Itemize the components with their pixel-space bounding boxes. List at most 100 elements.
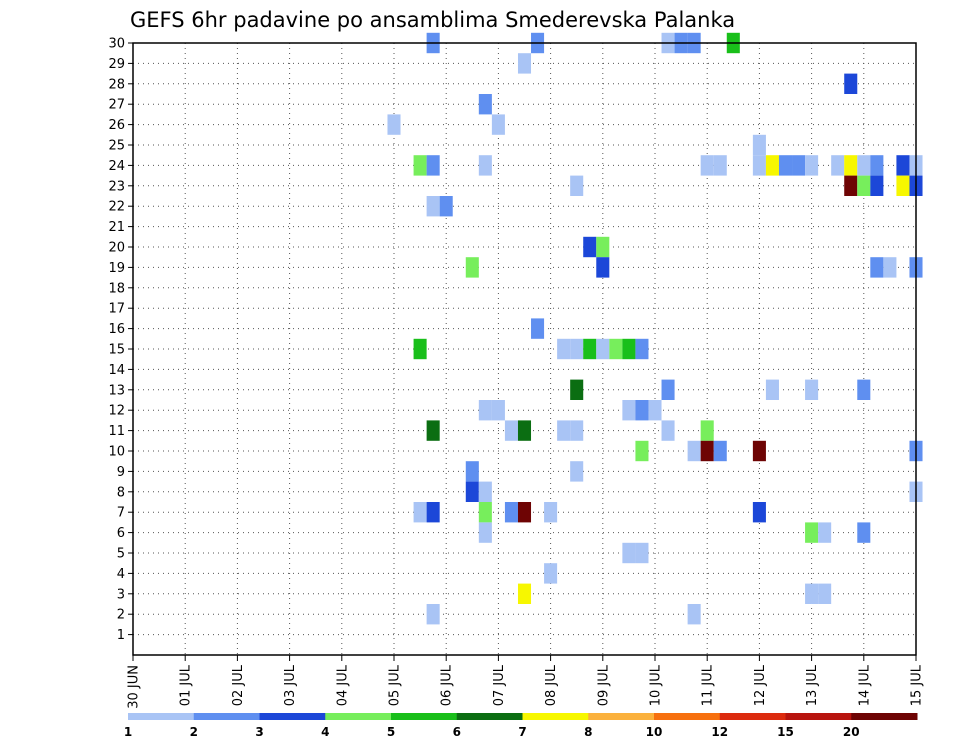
heatmap-cell bbox=[596, 257, 610, 278]
x-tick-label: 01 JUL bbox=[179, 664, 194, 706]
heatmap-cell bbox=[557, 338, 571, 360]
colorbar-label: 10 bbox=[646, 725, 663, 739]
x-tick-label: 04 JUL bbox=[335, 664, 350, 706]
colorbar-swatch bbox=[325, 713, 392, 720]
heatmap-cell bbox=[570, 420, 584, 441]
colorbar-swatch bbox=[719, 713, 786, 720]
heatmap-cell bbox=[687, 440, 701, 462]
heatmap-cell bbox=[870, 175, 884, 196]
y-tick-label: 4 bbox=[117, 567, 125, 582]
heatmap-cell bbox=[478, 522, 492, 543]
heatmap-cell bbox=[700, 440, 714, 462]
x-tick-label: 02 JUL bbox=[231, 664, 246, 706]
heatmap-cell bbox=[844, 73, 858, 94]
heatmap-cell bbox=[465, 257, 479, 278]
heatmap-cell bbox=[570, 461, 584, 482]
y-tick-label: 1 bbox=[117, 628, 125, 643]
colorbar-label: 15 bbox=[777, 725, 794, 739]
heatmap-cell bbox=[491, 114, 505, 135]
heatmap-cell bbox=[635, 400, 649, 421]
heatmap-cell bbox=[622, 542, 636, 564]
heatmap-cell bbox=[818, 583, 832, 604]
heatmap-cell bbox=[596, 338, 610, 360]
colorbar-swatch bbox=[785, 713, 852, 720]
heatmap-cell bbox=[570, 175, 584, 196]
heatmap-cell bbox=[517, 583, 532, 604]
heatmap-cell bbox=[517, 502, 532, 523]
heatmap-cell bbox=[661, 420, 675, 441]
x-tick-label: 05 JUL bbox=[388, 664, 403, 706]
heatmap-cell bbox=[426, 420, 440, 441]
heatmap-cell bbox=[465, 461, 479, 482]
heatmap-cell bbox=[478, 481, 492, 502]
heatmap-cell bbox=[635, 440, 649, 462]
colorbar-label: 2 bbox=[190, 725, 198, 739]
y-tick-label: 5 bbox=[117, 547, 125, 562]
heatmap-cell bbox=[622, 338, 636, 360]
heatmap-cell bbox=[478, 94, 492, 115]
x-tick-label: 06 JUL bbox=[440, 664, 455, 706]
heatmap-cell bbox=[752, 440, 766, 462]
heatmap-cell bbox=[478, 400, 492, 421]
x-tick-label: 03 JUL bbox=[283, 664, 298, 706]
y-tick-label: 22 bbox=[108, 200, 125, 215]
heatmap-cell bbox=[752, 134, 766, 156]
heatmap-cell bbox=[544, 502, 558, 523]
heatmap-cell bbox=[426, 502, 440, 523]
x-tick-label: 13 JUL bbox=[805, 664, 820, 706]
y-tick-label: 25 bbox=[108, 139, 125, 154]
x-tick-label: 10 JUL bbox=[649, 664, 664, 706]
heatmap-cell bbox=[583, 338, 597, 360]
heatmap-cell bbox=[426, 155, 440, 176]
heatmap-cell bbox=[805, 155, 819, 176]
y-tick-label: 3 bbox=[117, 587, 125, 602]
heatmap-cell bbox=[805, 379, 819, 400]
y-tick-label: 6 bbox=[117, 526, 125, 541]
heatmap-cell bbox=[857, 175, 871, 196]
colorbar-swatch bbox=[259, 713, 326, 720]
heatmap-cell bbox=[557, 420, 571, 441]
heatmap-cell bbox=[765, 155, 779, 176]
x-tick-label: 07 JUL bbox=[492, 664, 507, 706]
y-tick-label: 8 bbox=[117, 485, 125, 500]
y-tick-label: 21 bbox=[108, 220, 125, 235]
heatmap-cell bbox=[531, 318, 545, 339]
heatmap-cell bbox=[478, 502, 492, 523]
y-tick-label: 30 bbox=[108, 37, 125, 52]
y-tick-label: 28 bbox=[108, 77, 125, 92]
colorbar-swatch bbox=[851, 713, 918, 720]
x-tick-label: 08 JUL bbox=[544, 664, 559, 706]
colorbar-label: 12 bbox=[711, 725, 728, 739]
x-tick-label: 14 JUL bbox=[857, 664, 872, 706]
colorbar-label: 8 bbox=[584, 725, 592, 739]
heatmap-cell bbox=[570, 338, 584, 360]
colorbar-swatch bbox=[522, 713, 589, 720]
colorbar-label: 20 bbox=[843, 725, 860, 739]
colorbar-swatch bbox=[654, 713, 721, 720]
heatmap-cell bbox=[478, 155, 492, 176]
colorbar: 1 2 3 4 5 6 7 8 10 12 15 20 bbox=[124, 713, 918, 739]
x-tick-label: 15 JUL bbox=[910, 664, 925, 706]
y-tick-label: 2 bbox=[117, 608, 125, 623]
x-tick-label: 09 JUL bbox=[596, 664, 611, 706]
heatmap-cell bbox=[831, 155, 845, 176]
y-tick-label: 7 bbox=[117, 506, 125, 521]
colorbar-swatch bbox=[588, 713, 655, 720]
heatmap-cell bbox=[517, 53, 532, 74]
heatmap-cell bbox=[465, 481, 479, 502]
x-tick-label: 12 JUL bbox=[753, 664, 768, 706]
y-tick-label: 24 bbox=[108, 159, 125, 174]
heatmap-cell bbox=[896, 155, 910, 176]
colorbar-label: 4 bbox=[321, 725, 329, 739]
heatmap-cell bbox=[844, 175, 858, 196]
colorbar-label: 3 bbox=[255, 725, 263, 739]
heatmap-cell bbox=[504, 502, 518, 523]
heatmap-cell bbox=[883, 257, 897, 278]
heatmap-cell bbox=[661, 379, 675, 400]
heatmap-cell bbox=[857, 155, 871, 176]
heatmap-cell bbox=[504, 420, 518, 441]
heatmap-cell bbox=[426, 196, 440, 217]
heatmap-cell bbox=[439, 196, 453, 217]
y-tick-label: 20 bbox=[108, 241, 125, 256]
heatmap-cell bbox=[583, 236, 597, 258]
